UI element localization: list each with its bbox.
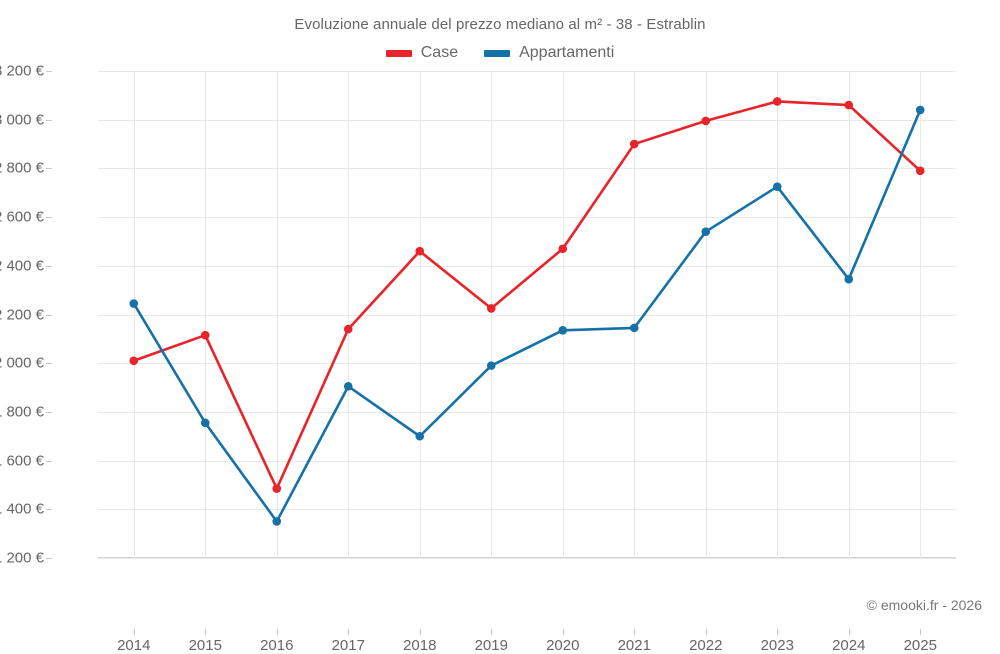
y-tick-label: 3 200 € — [0, 62, 44, 80]
y-tick-label: 2 200 € — [0, 306, 44, 323]
y-tick-mark — [46, 168, 52, 170]
x-tick-mark — [348, 629, 350, 635]
y-tick-mark — [46, 460, 52, 462]
x-tick-mark — [705, 629, 707, 635]
x-gridline — [205, 71, 207, 558]
legend-swatch-case — [385, 49, 412, 57]
x-tick-label: 2023 — [760, 637, 794, 654]
chart-container: Evoluzione annuale del prezzo mediano al… — [0, 16, 1000, 654]
x-gridline — [705, 71, 707, 558]
y-tick-label: 3 000 € — [0, 111, 44, 129]
x-tick-mark — [205, 629, 207, 635]
x-tick-label: 2024 — [832, 637, 866, 654]
x-tick-mark — [920, 629, 922, 635]
y-tick-mark — [46, 314, 52, 316]
y-gridline — [98, 363, 956, 365]
y-tick-label: 1 400 € — [0, 500, 44, 518]
x-gridline — [491, 71, 493, 558]
legend-label-appartamenti: Appartamenti — [519, 44, 615, 61]
y-gridline — [98, 460, 956, 462]
x-gridline — [276, 71, 278, 558]
y-tick-mark — [46, 265, 52, 267]
y-tick-label: 2 400 € — [0, 257, 44, 275]
x-gridline — [419, 71, 421, 558]
y-gridline — [98, 71, 956, 72]
y-tick-mark — [46, 363, 52, 365]
y-gridline — [98, 411, 956, 413]
y-tick-label: 1 800 € — [0, 403, 44, 421]
x-tick-label: 2014 — [117, 637, 151, 654]
legend-item-case[interactable]: Case — [385, 44, 459, 62]
y-tick-mark — [46, 217, 52, 219]
x-tick-mark — [419, 629, 421, 635]
y-tick-mark — [46, 509, 52, 511]
x-tick-label: 2019 — [474, 637, 508, 654]
x-tick-mark — [276, 629, 278, 635]
x-tick-label: 2025 — [903, 637, 937, 654]
x-axis-line — [98, 557, 956, 558]
x-gridline — [848, 71, 850, 558]
x-tick-label: 2018 — [403, 637, 437, 654]
y-tick-label: 2 800 € — [0, 159, 44, 177]
y-tick-mark — [46, 119, 52, 121]
plot-area: 1 200 € 1 400 € 1 600 € 1 800 € 2 000 € 2 200… — [0, 63, 956, 654]
credit-text: © emooki.fr - 2026 — [866, 597, 982, 613]
y-gridline — [98, 217, 956, 219]
y-tick-mark — [46, 411, 52, 413]
x-tick-mark — [634, 629, 636, 635]
y-gridline — [98, 119, 956, 121]
x-tick-label: 2017 — [331, 637, 365, 654]
chart-legend: Case Appartamenti — [0, 44, 1000, 62]
x-tick-mark — [491, 629, 493, 635]
x-tick-mark — [848, 629, 850, 635]
y-gridline — [98, 265, 956, 267]
x-tick-mark — [133, 629, 135, 635]
x-gridline — [348, 71, 350, 558]
y-tick-label: 2 600 € — [0, 208, 44, 226]
y-gridline — [98, 509, 956, 511]
y-gridline — [98, 558, 956, 559]
x-gridline — [777, 71, 779, 558]
y-gridline — [98, 314, 956, 316]
y-tick-label: 1 600 € — [0, 452, 44, 470]
x-tick-label: 2022 — [689, 637, 723, 654]
x-tick-label: 2020 — [546, 637, 580, 654]
legend-label-case: Case — [420, 44, 459, 61]
legend-item-appartamenti[interactable]: Appartamenti — [484, 44, 614, 62]
y-tick-mark — [46, 71, 52, 72]
x-tick-label: 2015 — [188, 637, 222, 654]
y-gridline — [98, 168, 956, 170]
x-gridline — [133, 71, 135, 558]
y-tick-label: 2 000 € — [0, 354, 44, 372]
y-tick-mark — [46, 558, 52, 559]
x-tick-mark — [777, 629, 779, 635]
x-gridline — [920, 71, 922, 558]
x-tick-mark — [562, 629, 564, 635]
x-tick-label: 2016 — [260, 637, 294, 654]
x-tick-label: 2021 — [617, 637, 651, 654]
chart-title: Evoluzione annuale del prezzo mediano al… — [294, 16, 706, 33]
legend-swatch-appartamenti — [484, 49, 511, 57]
y-tick-label: 1 200 € — [0, 549, 44, 567]
x-gridline — [562, 71, 564, 558]
x-gridline — [634, 71, 636, 558]
